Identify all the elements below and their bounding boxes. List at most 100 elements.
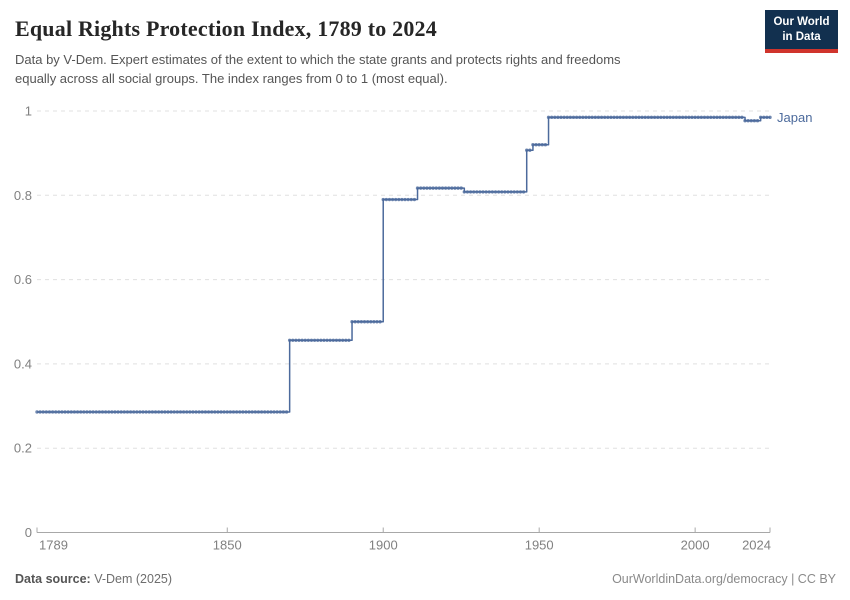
owid-logo[interactable]: Our World in Data: [765, 10, 838, 54]
data-point: [259, 410, 264, 414]
y-tick-label: 0: [25, 525, 32, 540]
y-tick-label: 0.6: [14, 272, 32, 287]
data-point: [300, 338, 304, 342]
data-point: [181, 410, 186, 414]
data-point: [228, 410, 233, 414]
data-point: [584, 115, 588, 120]
data-point: [41, 410, 45, 414]
data-point: [450, 186, 454, 190]
data-point: [459, 186, 463, 190]
data-point: [47, 410, 52, 414]
data-point: [147, 410, 151, 414]
data-point: [593, 115, 598, 120]
data-point: [244, 410, 248, 414]
data-point: [222, 410, 226, 414]
data-point: [556, 115, 560, 120]
data-point: [621, 115, 626, 120]
data-point: [356, 320, 360, 324]
data-point: [160, 410, 164, 414]
chart-subtitle: Data by V-Dem. Expert estimates of the e…: [15, 52, 621, 86]
data-point: [677, 115, 682, 120]
data-point: [378, 320, 382, 324]
data-point: [91, 410, 95, 414]
data-point: [652, 115, 657, 120]
data-point: [141, 410, 145, 414]
data-point: [234, 410, 239, 414]
data-point: [247, 410, 251, 414]
data-point: [312, 338, 317, 342]
data-point: [163, 410, 167, 414]
data-point: [656, 115, 660, 120]
data-point: [762, 115, 766, 120]
data-point: [390, 197, 395, 202]
data-point: [66, 410, 70, 414]
y-tick-label: 0.8: [14, 188, 32, 203]
data-point: [94, 410, 98, 414]
data-point: [671, 115, 676, 120]
data-point: [758, 115, 763, 120]
data-point: [35, 410, 39, 414]
data-point: [309, 338, 314, 342]
data-point: [319, 338, 323, 342]
data-point: [203, 410, 208, 414]
data-point: [78, 410, 83, 414]
data-point: [50, 410, 55, 414]
data-point: [568, 115, 573, 120]
chart-area: 0 0.2 0.4 0.6 0.8 1 1789 1850 1900 1950 2000 2024 Ja…: [0, 100, 850, 570]
data-point: [503, 190, 507, 194]
data-point: [428, 186, 432, 190]
data-point: [500, 190, 504, 194]
data-point: [250, 410, 254, 414]
data-point: [512, 190, 516, 194]
data-point: [103, 410, 108, 414]
data-point: [131, 410, 136, 414]
equal-rights-line-chart: 0 0.2 0.4 0.6 0.8 1 1789 1850 1900 1950 2000 2024 Ja…: [14, 104, 813, 553]
data-point: [680, 115, 685, 120]
data-point: [599, 115, 604, 120]
data-point: [278, 410, 282, 414]
data-point: [400, 197, 404, 202]
data-point: [169, 410, 173, 414]
data-point: [606, 115, 610, 120]
license-credit[interactable]: OurWorldinData.org/democracy | CC BY: [612, 572, 836, 586]
data-point: [422, 186, 426, 190]
data-point: [306, 338, 311, 342]
data-point: [724, 115, 729, 120]
data-point: [415, 186, 420, 190]
data-point: [602, 115, 607, 120]
data-point: [297, 338, 301, 342]
data-point: [253, 410, 258, 414]
data-point: [54, 410, 58, 414]
data-point: [615, 115, 619, 120]
data-point: [284, 410, 289, 414]
data-point: [509, 190, 513, 194]
data-point: [375, 320, 379, 324]
data-point: [640, 115, 644, 120]
data-point: [153, 410, 158, 414]
data-point: [696, 115, 700, 120]
chart-footer: Data source: V-Dem (2025) OurWorldinData…: [15, 572, 836, 586]
series-label-japan[interactable]: Japan: [777, 110, 812, 125]
series-japan[interactable]: [35, 115, 772, 414]
data-point: [188, 410, 192, 414]
data-point: [574, 115, 579, 120]
data-point: [219, 410, 223, 414]
data-point: [144, 410, 148, 414]
data-point: [344, 338, 348, 342]
data-point: [727, 115, 732, 120]
data-point: [634, 115, 638, 120]
data-point: [397, 197, 401, 202]
data-point: [231, 410, 236, 414]
data-point: [350, 320, 354, 324]
data-point: [662, 115, 666, 120]
data-point: [699, 115, 704, 120]
x-tick-label: 1789: [39, 538, 68, 553]
data-point: [325, 338, 329, 342]
data-point: [206, 410, 211, 414]
japan-line[interactable]: [37, 116, 770, 413]
data-source-value: V-Dem (2025): [94, 572, 173, 586]
data-point: [262, 410, 267, 414]
data-point: [347, 338, 351, 342]
owid-logo-line1: Our World: [773, 16, 830, 28]
data-point: [609, 115, 613, 120]
